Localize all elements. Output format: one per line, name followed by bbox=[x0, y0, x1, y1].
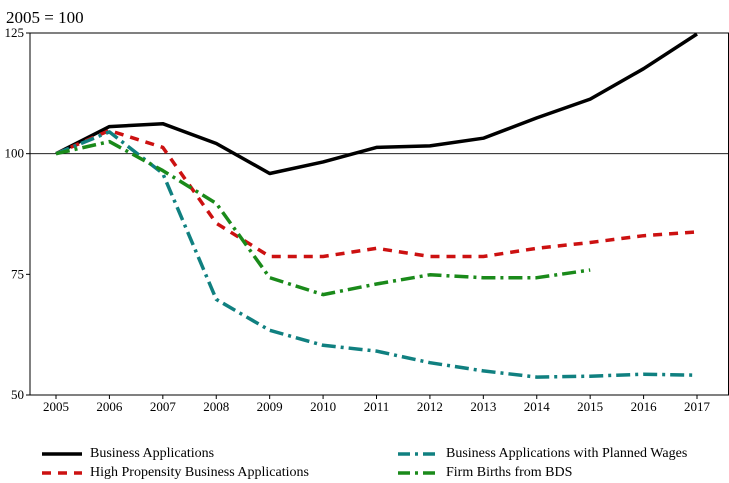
series-layer bbox=[55, 32, 698, 379]
series-line-high-propensity-business-applications bbox=[55, 128, 698, 259]
legend-label: Business Applications bbox=[90, 446, 215, 461]
legend-item-planned-wages: Business Applications with Planned Wages bbox=[398, 444, 687, 464]
legend-label: Business Applications with Planned Wages bbox=[446, 446, 688, 461]
unit-label: 2005 = 100 bbox=[6, 8, 84, 27]
legend-swatch-planned-wages bbox=[398, 452, 438, 456]
legend-item-business-applications: Business Applications bbox=[42, 444, 214, 464]
legend-swatch-firm-births bbox=[398, 471, 438, 475]
x-tick-label: 2006 bbox=[96, 399, 123, 414]
legend: Business Applications High Propensity Bu… bbox=[0, 438, 729, 483]
legend-swatch-high-propensity bbox=[42, 471, 82, 475]
line-chart: 50 75 100 125 2005 2006 2007 2008 2009 2010 2011 20… bbox=[5, 25, 729, 414]
x-tick-label: 2005 bbox=[43, 399, 69, 414]
x-tick-label: 2009 bbox=[257, 399, 283, 414]
y-tick-label: 100 bbox=[5, 146, 25, 161]
x-tick-label: 2015 bbox=[577, 399, 603, 414]
axes: 50 75 100 125 2005 2006 2007 2008 2009 2010 2011 20… bbox=[5, 25, 729, 414]
x-tick-label: 2012 bbox=[417, 399, 443, 414]
x-tick-label: 2010 bbox=[310, 399, 336, 414]
x-tick-label: 2014 bbox=[524, 399, 551, 414]
y-tick-label: 50 bbox=[11, 387, 24, 402]
legend-item-firm-births: Firm Births from BDS bbox=[398, 463, 572, 483]
x-tick-label: 2013 bbox=[470, 399, 496, 414]
x-tick-label: 2016 bbox=[631, 399, 658, 414]
y-tick-label: 75 bbox=[11, 266, 24, 281]
y-tick-label: 125 bbox=[5, 25, 25, 40]
x-tick-label: 2007 bbox=[150, 399, 177, 414]
series-line-business-applications-with-planned-wages bbox=[55, 130, 698, 379]
x-tick-label: 2008 bbox=[203, 399, 229, 414]
x-tick-label: 2011 bbox=[364, 399, 390, 414]
legend-item-high-propensity: High Propensity Business Applications bbox=[42, 463, 309, 483]
series-line-firm-births-from-bds bbox=[55, 139, 591, 297]
legend-label: Firm Births from BDS bbox=[446, 465, 573, 480]
x-tick-label: 2017 bbox=[684, 399, 711, 414]
legend-label: High Propensity Business Applications bbox=[90, 465, 309, 480]
series-line-business-applications bbox=[55, 32, 698, 176]
legend-swatch-business-applications bbox=[42, 452, 82, 456]
